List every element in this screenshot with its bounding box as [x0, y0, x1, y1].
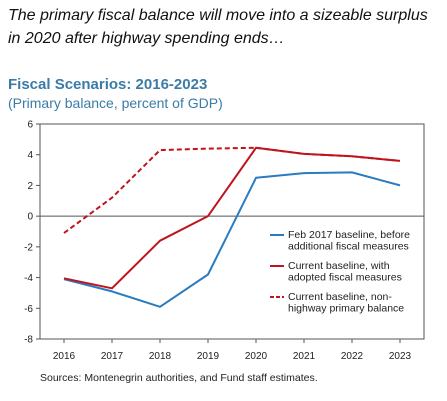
x-tick-label: 2021: [293, 351, 316, 362]
chart-series: [63, 146, 401, 308]
chart-caption: The primary fiscal balance will move int…: [8, 7, 428, 47]
legend-label-3: Current baseline, non-: [288, 291, 392, 303]
x-tick-label: 2023: [389, 351, 412, 362]
x-tick-label: 2020: [245, 351, 268, 362]
legend-label-3: highway primary balance: [288, 303, 404, 315]
y-tick-label: -8: [24, 335, 33, 346]
plot-frame: [39, 123, 425, 340]
series-line-1: [63, 171, 401, 308]
legend-label-1: additional fiscal measures: [288, 241, 409, 253]
y-tick-label: 2: [27, 181, 33, 192]
chart-subtitle: (Primary balance, percent of GDP): [8, 95, 223, 111]
y-tick-label: -2: [24, 242, 33, 253]
x-tick-label: 2018: [149, 351, 172, 362]
legend-label-2: adopted fiscal measures: [288, 272, 402, 284]
y-tick-label: 6: [27, 120, 33, 131]
chart-axes: -8 -6 -4 -2 0 2 4 6 2016 2017 2018 2019 2020 2021 2022…: [24, 120, 425, 362]
y-tick-label: -4: [24, 273, 33, 284]
x-tick-label: 2016: [53, 351, 76, 362]
x-tick-label: 2019: [197, 351, 220, 362]
y-tick-label: 4: [27, 150, 33, 161]
legend-label-2: Current baseline, with: [288, 260, 390, 272]
legend-label-1: Feb 2017 baseline, before: [288, 229, 410, 241]
y-tick-label: 0: [27, 212, 33, 223]
chart-title: Fiscal Scenarios: 2016-2023: [8, 76, 208, 93]
y-tick-label: -6: [24, 304, 33, 315]
source-note: Sources: Montenegrin authorities, and Fu…: [40, 372, 318, 384]
series-line-3: [63, 146, 401, 234]
x-tick-label: 2017: [101, 351, 124, 362]
x-tick-label: 2022: [341, 351, 364, 362]
series-line-2: [63, 146, 401, 290]
